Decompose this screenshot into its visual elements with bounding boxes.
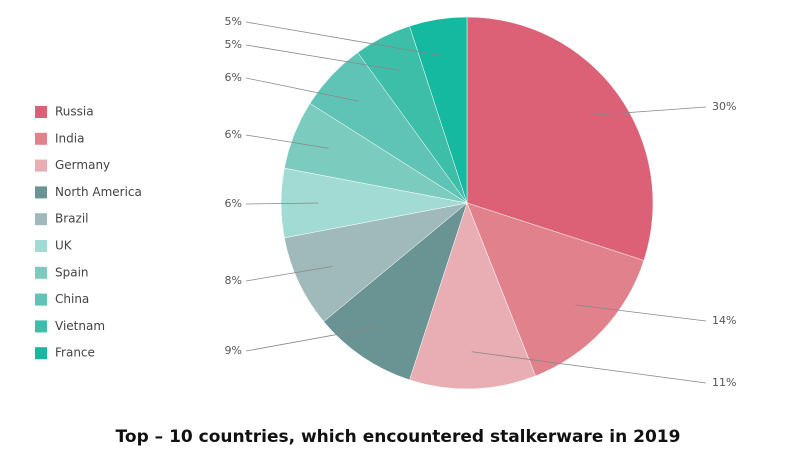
leader-line [471,351,707,384]
legend-swatch [35,213,47,226]
leader-line [245,44,400,71]
pie-slice [284,202,468,322]
data-label: 6% [225,71,242,84]
legend-label: France [55,346,95,360]
legend-swatch [35,240,47,252]
legend-swatch [35,293,47,306]
pie-slice [409,16,468,204]
leader-line [587,106,707,116]
leader-line [245,77,359,102]
legend-label: Vietnam [55,319,105,333]
legend-label: China [55,292,89,306]
leader-line [245,325,384,352]
leader-line [575,304,707,322]
leader-line [245,134,329,149]
data-label: 14% [712,314,736,327]
data-label: 8% [225,274,242,287]
data-label: 5% [225,15,242,28]
data-label: 30% [712,100,736,113]
data-label: 6% [225,128,242,141]
legend-label: Russia [55,105,94,119]
legend-swatch [35,132,47,145]
data-label: 11% [712,376,736,389]
pie-slice [466,202,645,377]
legend-swatch [35,159,47,172]
legend-swatch [35,320,47,333]
legend-label: North America [55,185,142,199]
data-label: 5% [225,38,242,51]
legend-swatch [35,347,47,360]
data-label: 6% [225,197,242,210]
leader-line [245,202,319,205]
legend-label: Spain [55,265,89,279]
pie-slice [323,202,468,381]
pie-slice [466,16,654,261]
legend-swatch [35,186,47,199]
legend-label: Germany [55,158,110,172]
leader-line [245,21,444,57]
legend-swatch [35,266,47,279]
chart-title: Top – 10 countries, which encountered st… [116,427,681,447]
legend-label: Brazil [55,212,89,226]
pie-slice [409,202,536,390]
legend-label: UK [55,239,73,253]
data-label: 9% [225,344,242,357]
legend-swatch [35,106,47,118]
leader-line [245,265,333,282]
legend-label: India [55,131,84,145]
